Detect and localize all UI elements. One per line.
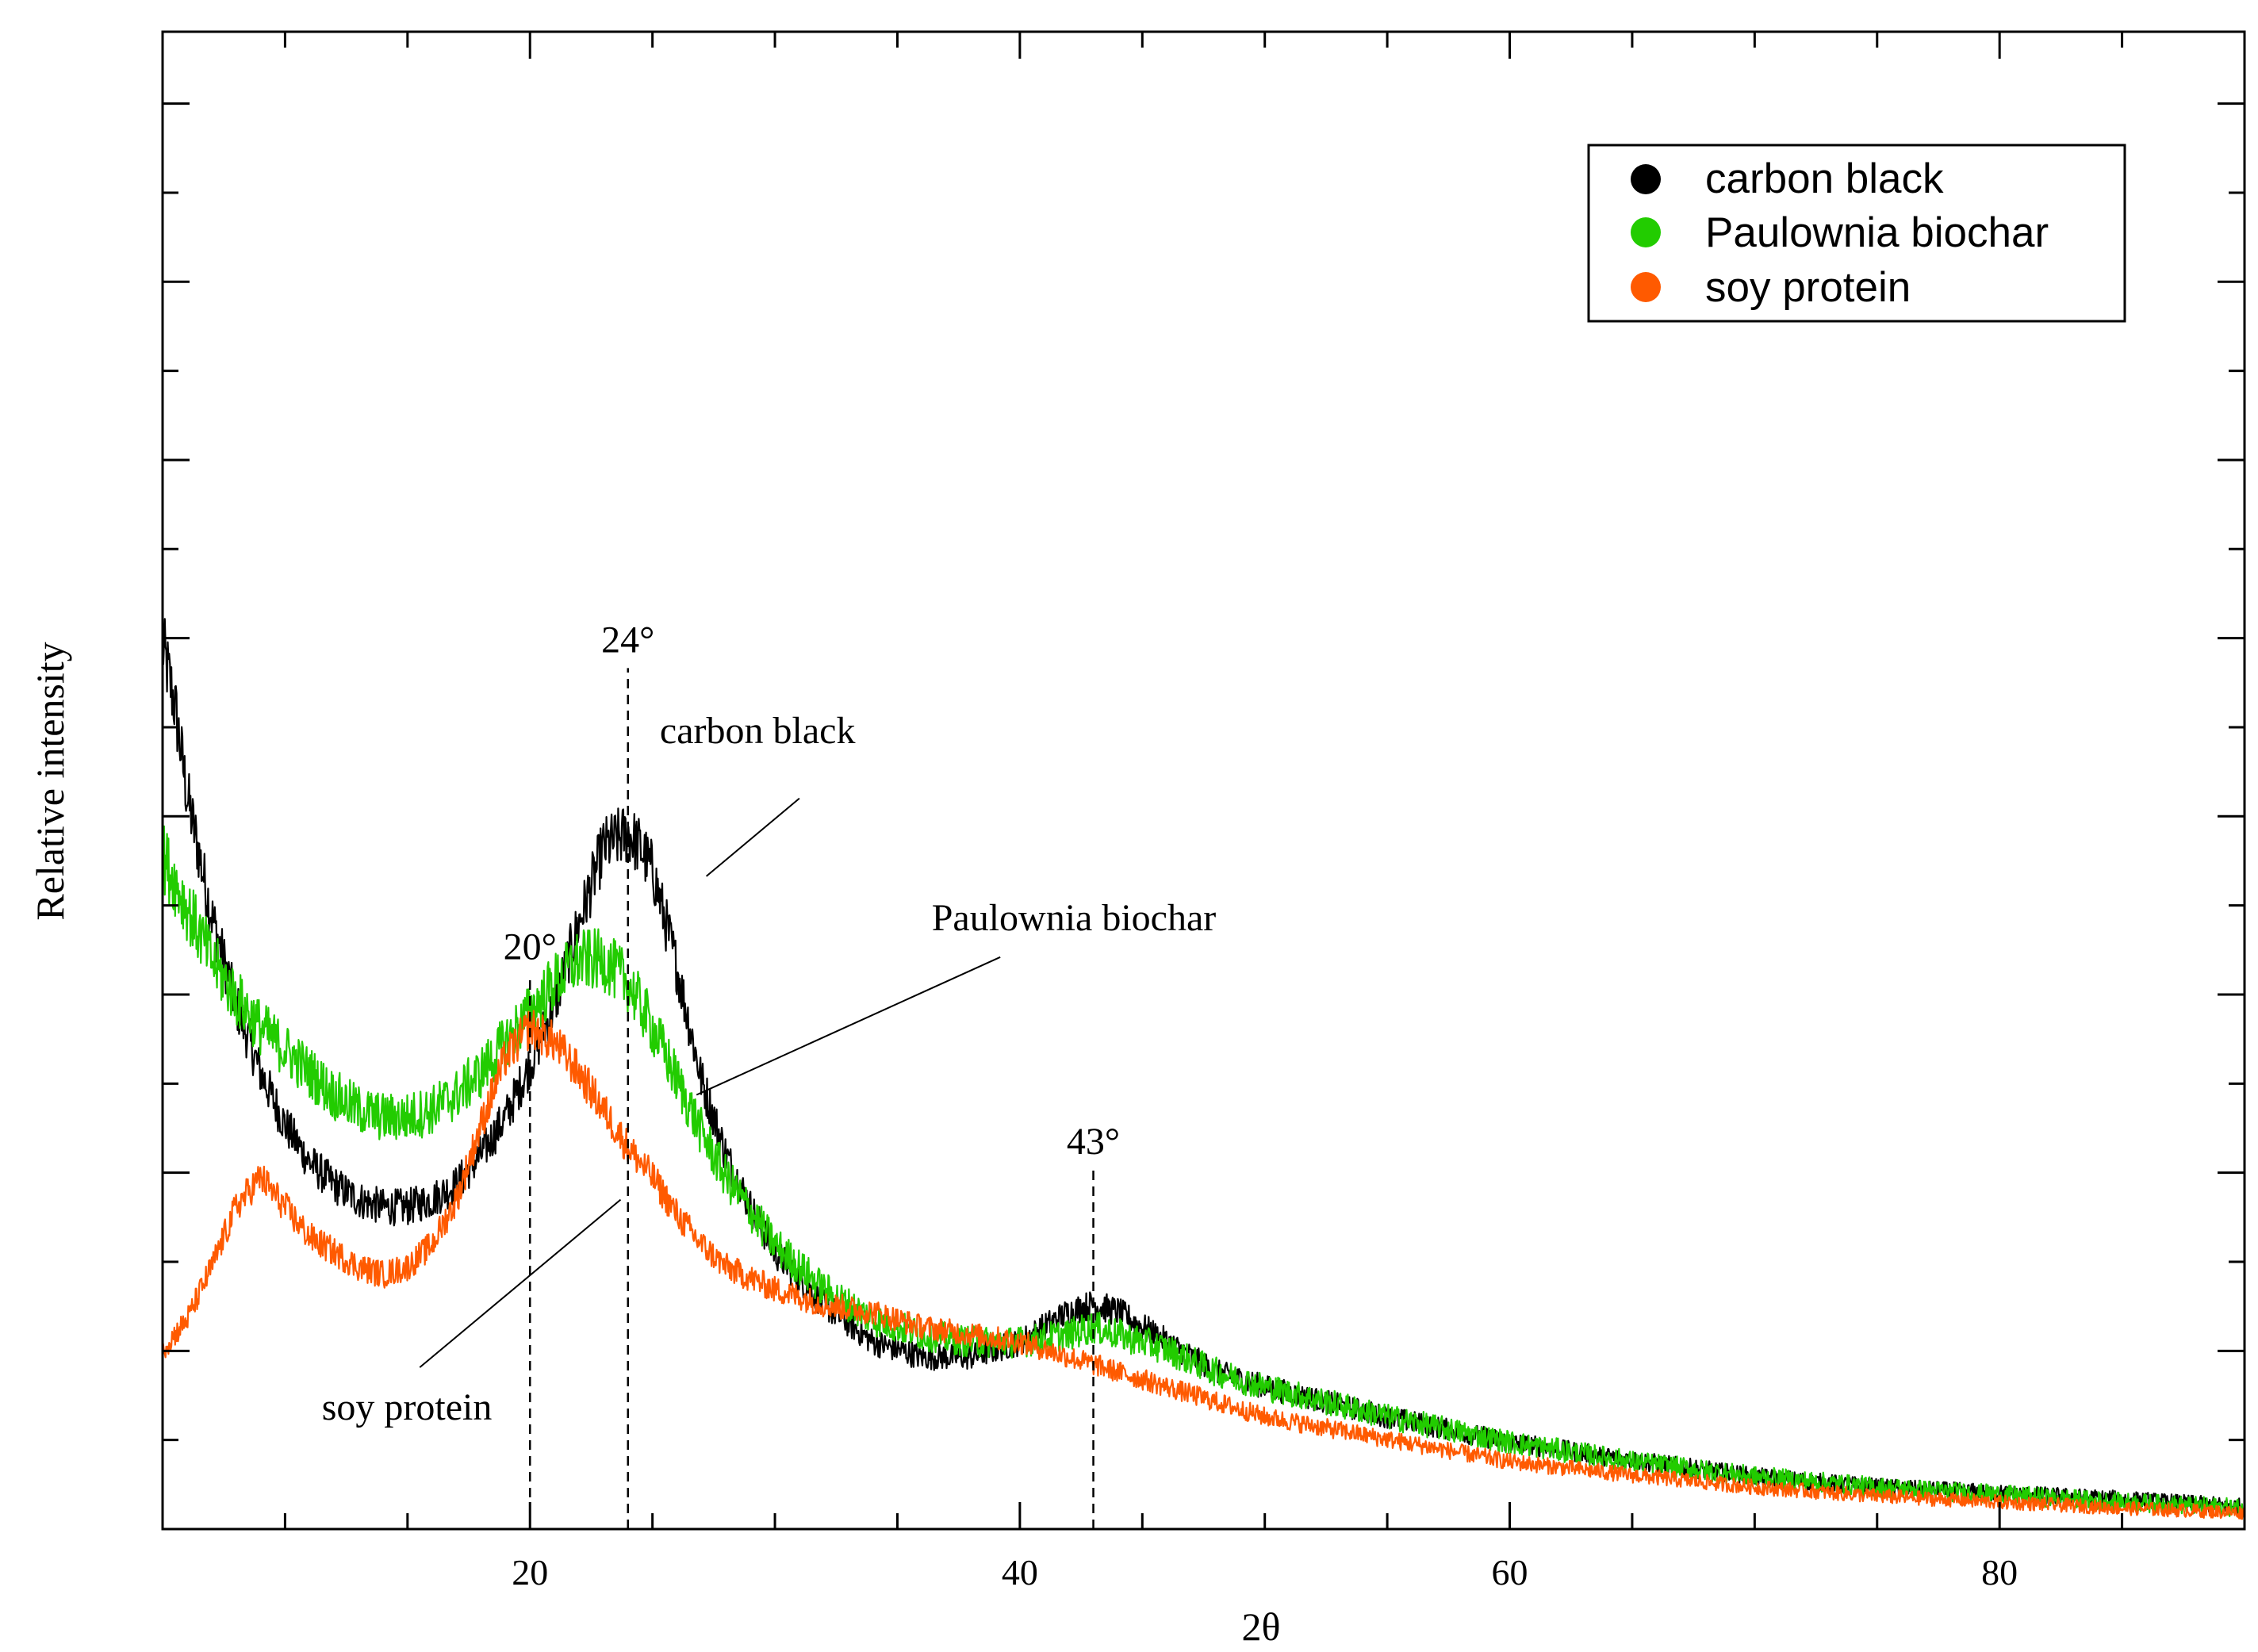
annotation-layer: 24° 20° 43° carbon black Paulownia biochar so… <box>322 619 1217 1529</box>
legend-box <box>1587 144 2126 323</box>
series-layer <box>161 618 2245 1520</box>
legend-marker-carbon-black <box>1631 164 1661 194</box>
legend-label-paulownia-biochar: Paulownia biochar <box>1705 209 2049 256</box>
x-tick-label: 60 <box>1492 1552 1528 1593</box>
x-tick-label: 20 <box>512 1552 548 1593</box>
legend-marker-paulownia-biochar <box>1631 217 1661 247</box>
plot-frame <box>161 30 2246 1531</box>
legend: carbon black Paulownia biochar soy prote… <box>1587 144 2126 323</box>
x-axis-title: 2θ <box>1242 1604 1281 1649</box>
peak-label: 43° <box>1067 1121 1120 1163</box>
x-tick-label: 40 <box>1002 1552 1038 1593</box>
annotation-leader-line <box>705 797 800 877</box>
legend-label-carbon-black: carbon black <box>1705 155 1944 202</box>
peak-label: 20° <box>504 926 557 968</box>
peak-label: 24° <box>601 619 654 661</box>
series-line-soy-protein <box>161 1010 2245 1520</box>
annotation-leader-line <box>696 956 1001 1096</box>
x-tick-label: 80 <box>1981 1552 2018 1593</box>
annotation-leader-line <box>419 1198 622 1368</box>
annotation-label: soy protein <box>322 1386 493 1428</box>
axis-layer: 20 40 60 80 <box>161 30 2246 1593</box>
annotation-label: carbon black <box>660 710 856 752</box>
legend-marker-soy-protein <box>1631 272 1661 302</box>
legend-label-soy-protein: soy protein <box>1705 264 1911 311</box>
y-axis-title: Relative intensity <box>28 642 72 920</box>
annotation-label: Paulownia biochar <box>932 897 1217 939</box>
